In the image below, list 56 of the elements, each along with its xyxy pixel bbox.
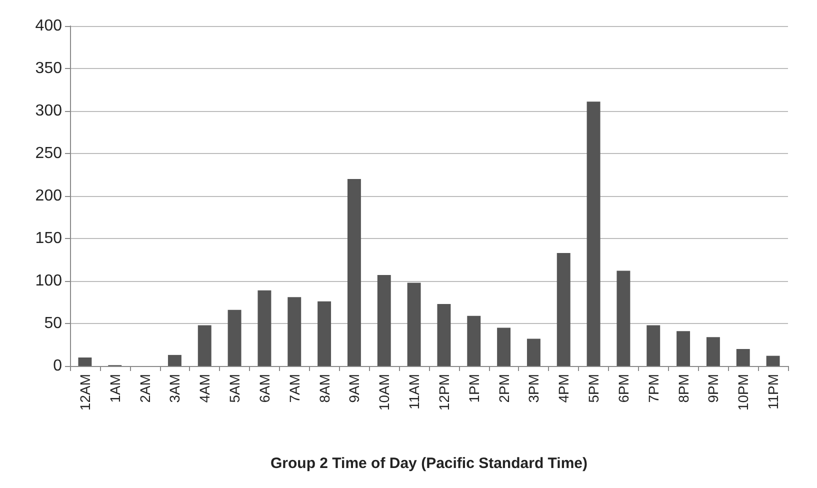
y-tick-label: 300 xyxy=(35,102,62,120)
x-tick-label: 11PM xyxy=(765,374,782,410)
x-tick-label: 11AM xyxy=(406,374,422,410)
bar xyxy=(766,356,780,366)
x-axis-title: Group 2 Time of Day (Pacific Standard Time) xyxy=(270,455,588,472)
bar xyxy=(258,290,272,366)
x-tick-label: 5PM xyxy=(586,374,602,403)
x-tick-label: 1PM xyxy=(466,374,482,403)
y-tick-label: 350 xyxy=(35,60,62,77)
bar xyxy=(646,325,660,366)
x-tick-label: 6AM xyxy=(256,374,272,403)
bar xyxy=(556,252,570,366)
y-tick-label: 250 xyxy=(35,145,62,162)
y-tick-label: 50 xyxy=(44,315,62,332)
x-tick-label: 2PM xyxy=(496,374,512,403)
x-tick-label: 12AM xyxy=(76,374,93,411)
bar xyxy=(706,337,720,366)
bar xyxy=(497,328,511,366)
bar xyxy=(586,102,600,366)
x-tick-label: 9AM xyxy=(346,374,362,403)
x-tick-label: 10PM xyxy=(735,374,752,411)
y-tick-label: 200 xyxy=(35,188,62,204)
bar xyxy=(736,349,750,366)
y-tick-label: 100 xyxy=(35,272,62,290)
x-tick-label: 10AM xyxy=(376,374,392,411)
x-tick-label: 5AM xyxy=(226,374,243,403)
bar xyxy=(347,179,361,366)
bar xyxy=(407,282,421,366)
bar xyxy=(318,301,332,366)
x-tick-label: 1AM xyxy=(106,374,123,403)
bar xyxy=(526,338,540,366)
bar xyxy=(198,325,212,366)
bar xyxy=(288,297,302,366)
y-tick-label: 150 xyxy=(35,230,62,247)
bar xyxy=(616,270,630,366)
bar xyxy=(437,304,451,366)
y-tick-label: 0 xyxy=(53,358,62,374)
bar xyxy=(78,358,92,366)
bar xyxy=(168,354,182,366)
x-tick-label: 6PM xyxy=(615,374,632,403)
x-tick-label: 4AM xyxy=(196,374,213,403)
x-tick-label: 3AM xyxy=(166,374,183,403)
x-tick-label: 8AM xyxy=(316,374,332,403)
y-tick-label: 400 xyxy=(35,18,62,34)
bar xyxy=(377,275,391,366)
x-tick-label: 2AM xyxy=(136,374,153,403)
x-tick-label: 8PM xyxy=(675,374,692,403)
bar xyxy=(228,310,242,366)
x-tick-label: 7PM xyxy=(645,374,662,403)
bar xyxy=(676,331,690,366)
x-tick-label: 7AM xyxy=(286,374,302,403)
x-tick-label: 9PM xyxy=(705,374,722,403)
x-tick-label: 4PM xyxy=(556,374,572,403)
bar xyxy=(467,316,481,366)
x-tick-label: 3PM xyxy=(526,374,542,403)
x-tick-label: 12PM xyxy=(436,374,452,411)
